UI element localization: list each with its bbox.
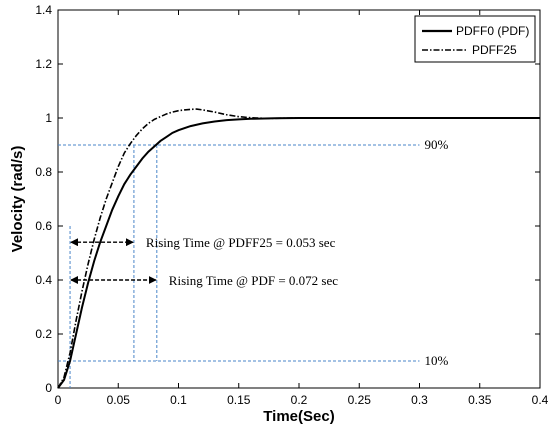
- x-tick-label: 0.4: [532, 393, 549, 407]
- reference-label: 90%: [425, 137, 449, 152]
- y-tick-label: 0.2: [35, 327, 52, 341]
- x-axis-label: Time(Sec): [263, 408, 334, 425]
- legend: PDFF0 (PDF) PDFF25: [414, 15, 536, 63]
- legend-label-pdff0: PDFF0 (PDF): [456, 24, 529, 38]
- reference-label: 10%: [425, 353, 449, 368]
- x-tick-label: 0.05: [107, 393, 131, 407]
- legend-label-pdff25: PDFF25: [472, 43, 517, 57]
- x-tick-label: 0.35: [468, 393, 492, 407]
- x-tick-label: 0.2: [291, 393, 308, 407]
- rise-time-annotation: Rising Time @ PDF = 0.072 sec: [169, 273, 338, 288]
- legend-box: [414, 15, 536, 63]
- y-tick-label: 1: [45, 111, 52, 125]
- plot-area: [57, 9, 541, 389]
- axis-ticks: 0 0.05 0.1 0.15 0.2 0.25 0.3 0.35 0.4 0 0.2 0.4 0.6 0…: [35, 3, 548, 407]
- series-line-pdff25: [57, 108, 540, 389]
- x-tick-label: 0: [55, 393, 62, 407]
- y-axis-label: Velocity (rad/s): [9, 146, 26, 253]
- y-tick-label: 1.4: [35, 3, 52, 17]
- y-tick-label: 0.6: [35, 219, 52, 233]
- y-tick-label: 0.4: [35, 273, 52, 287]
- x-tick-label: 0.3: [411, 393, 428, 407]
- reference-lines: 90% 10%: [58, 137, 449, 388]
- rise-time-annotation: Rising Time @ PDFF25 = 0.053 sec: [146, 235, 336, 250]
- y-tick-label: 0.8: [35, 165, 52, 179]
- annotations: Rising Time @ PDFF25 = 0.053 sec Rising T…: [70, 235, 338, 288]
- x-tick-label: 0.25: [348, 393, 372, 407]
- data-series: [57, 108, 540, 389]
- y-tick-label: 0: [45, 381, 52, 395]
- y-tick-label: 1.2: [35, 57, 52, 71]
- x-tick-label: 0.15: [227, 393, 251, 407]
- x-tick-label: 0.1: [170, 393, 187, 407]
